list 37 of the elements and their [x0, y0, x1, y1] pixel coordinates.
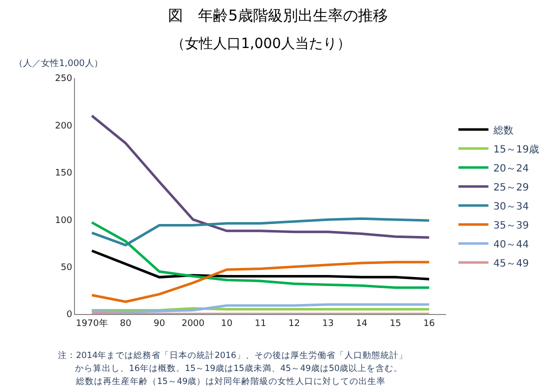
line-series [90, 250, 430, 280]
y-tick-label: 150 [55, 168, 72, 179]
x-tick-label: 2000 [182, 318, 205, 329]
line-series [90, 217, 430, 246]
y-axis-title: （人／女性1,000人） [14, 58, 103, 69]
legend-label: 20～24 [493, 163, 529, 174]
x-tick-label: 12 [288, 318, 300, 329]
x-tick-label: 1970年 [76, 318, 108, 329]
y-tick-label: 200 [55, 121, 72, 132]
chart-subtitle: （女性人口1,000人当たり） [171, 36, 352, 52]
legend-label: 40～44 [493, 239, 529, 250]
x-tick-label: 13 [322, 318, 334, 329]
legend-label: 15～19歳 [493, 143, 539, 156]
x-tick-label: 11 [254, 318, 266, 329]
y-tick-label: 0 [66, 310, 72, 320]
y-tick-label: 250 [55, 74, 72, 84]
legend-label: 25～29 [493, 182, 529, 194]
x-tick-label: 14 [356, 318, 368, 329]
line-series [90, 303, 430, 314]
chart-title: 図 年齢5歳階級別出生率の推移 [168, 6, 388, 24]
x-tick-label: 15 [390, 318, 402, 329]
y-tick-label: 50 [60, 262, 72, 273]
legend-label: 45～49 [493, 258, 529, 270]
x-tick-label: 80 [120, 318, 132, 329]
text: から算出し、16年は概数。15～19歳は15歳未満、45～49歳は50歳以上を含む。 [75, 363, 403, 374]
x-tick-label: 16 [423, 318, 436, 329]
text: 注：2014年までは総務省「日本の統計2016」、その後は厚生労働省「人口動態統計」 [58, 350, 408, 361]
x-tick-label: 90 [154, 318, 166, 329]
line-series [90, 114, 430, 239]
legend-label: 30～34 [493, 201, 529, 212]
legend-label: 総数 [492, 124, 514, 136]
x-tick-label: 10 [221, 318, 233, 329]
legend-label: 35～39 [493, 220, 529, 232]
y-tick-label: 100 [55, 216, 72, 226]
line-series [90, 260, 430, 303]
text: 総数は再生産年齢（15～49歳）は対同年齢階級の女性人口に対しての出生率 [75, 376, 386, 387]
line-series [90, 221, 430, 289]
